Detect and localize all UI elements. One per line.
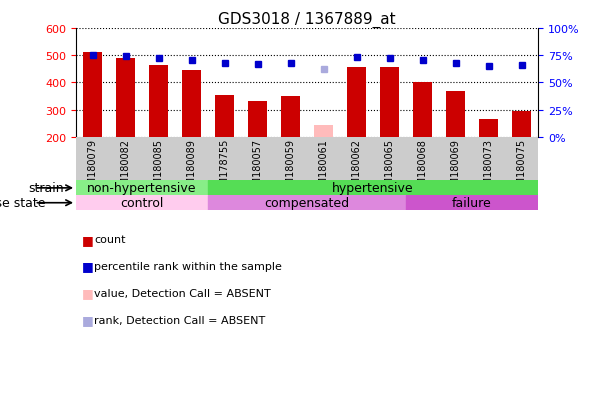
Bar [347,68,367,138]
Bar [281,97,300,138]
Text: failure: failure [452,197,492,210]
Text: value, Detection Call = ABSENT: value, Detection Call = ABSENT [94,288,271,298]
Text: GSM180059: GSM180059 [286,138,295,197]
Text: count: count [94,235,126,244]
Text: ■: ■ [82,260,94,273]
Bar [379,68,399,138]
Bar [83,53,102,138]
Text: GSM180079: GSM180079 [88,138,97,197]
Bar [446,91,466,138]
Text: ■: ■ [82,233,94,246]
Text: GSM180085: GSM180085 [153,138,164,197]
Bar [406,196,538,211]
Text: non-hypertensive: non-hypertensive [88,182,197,195]
Bar [512,112,531,138]
Bar [76,196,208,211]
Bar [247,102,268,138]
Bar [478,120,499,138]
Text: hypertensive: hypertensive [332,182,414,195]
Text: GSM180057: GSM180057 [252,138,263,197]
Text: GSM180082: GSM180082 [120,138,131,197]
Text: GSM180065: GSM180065 [384,138,395,197]
Text: GSM180062: GSM180062 [351,138,362,197]
Text: ■: ■ [82,313,94,327]
Text: percentile rank within the sample: percentile rank within the sample [94,261,282,271]
Text: ■: ■ [82,287,94,300]
Bar [208,181,538,196]
Text: GSM180061: GSM180061 [319,138,328,197]
Bar [76,181,208,196]
Text: GSM180075: GSM180075 [517,138,527,197]
Bar [148,66,168,138]
Bar [208,196,406,211]
Text: compensated: compensated [264,197,350,210]
Title: GDS3018 / 1367889_at: GDS3018 / 1367889_at [218,12,396,28]
Bar [314,125,333,138]
Text: GSM178755: GSM178755 [219,138,230,198]
Text: control: control [120,197,164,210]
Text: GSM180069: GSM180069 [451,138,461,197]
Text: disease state: disease state [0,197,46,210]
Text: GSM180073: GSM180073 [483,138,494,197]
Text: GSM180089: GSM180089 [187,138,196,197]
Bar [413,83,432,138]
Text: strain: strain [28,182,64,195]
Bar [182,71,201,138]
Text: GSM180068: GSM180068 [418,138,427,197]
Bar [116,59,136,138]
Text: rank, Detection Call = ABSENT: rank, Detection Call = ABSENT [94,315,266,325]
Bar [215,95,235,138]
